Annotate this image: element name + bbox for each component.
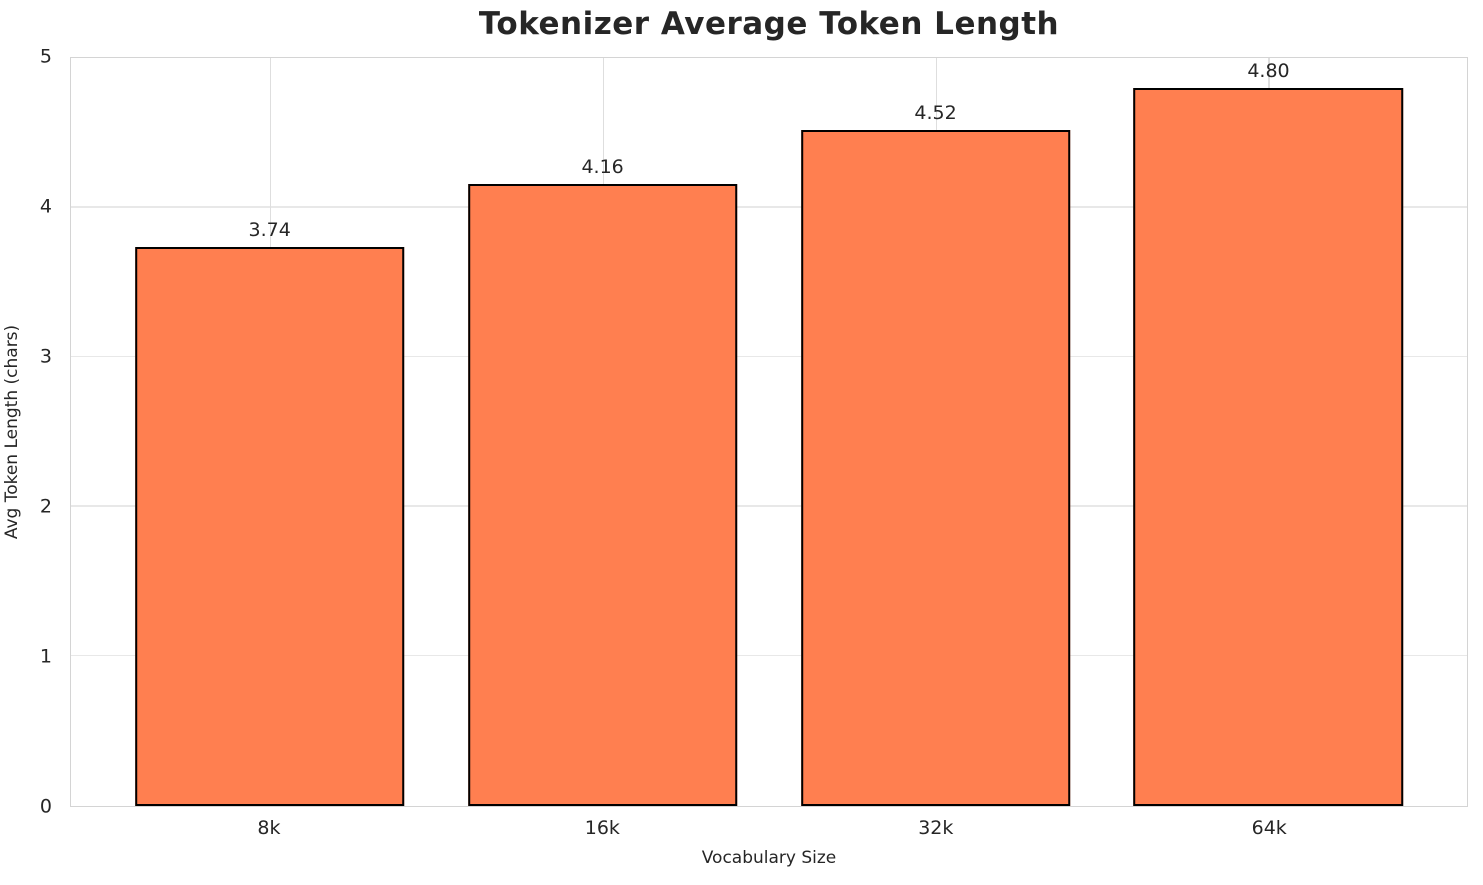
horizontal-gridline	[71, 206, 1467, 208]
bar-value-label: 4.16	[581, 155, 624, 178]
horizontal-gridline	[71, 505, 1467, 507]
y-tick-label: 4	[39, 195, 52, 218]
y-tick-label: 3	[39, 345, 52, 368]
y-tick-label: 1	[39, 645, 52, 668]
x-tick-label: 32k	[918, 817, 954, 839]
x-tick-label: 8k	[257, 817, 281, 839]
y-tick-label: 5	[39, 45, 52, 68]
y-tick-label: 0	[39, 795, 52, 818]
x-axis-ticks: 8k 16k 32k 64k	[70, 817, 1468, 845]
bar-value-label: 4.80	[1247, 59, 1290, 82]
y-tick-label: 2	[39, 495, 52, 518]
bar-value-label: 4.52	[914, 101, 957, 124]
plot-area: 3.74 4.16 4.52 4.80	[70, 57, 1468, 807]
x-tick-label: 16k	[584, 817, 620, 839]
y-axis-ticks: 0 1 2 3 4 5	[0, 47, 62, 816]
chart-title: Tokenizer Average Token Length	[478, 6, 1060, 42]
bar-16k	[467, 183, 738, 806]
bar-32k	[800, 129, 1071, 806]
bar-64k	[1133, 87, 1404, 806]
bar-8k	[134, 246, 405, 806]
horizontal-gridline	[71, 355, 1467, 358]
y-axis-label: Avg Token Length (chars)	[2, 324, 22, 540]
bar-value-label: 3.74	[248, 218, 291, 241]
horizontal-gridline	[71, 654, 1467, 657]
x-tick-label: 64k	[1251, 817, 1287, 839]
x-axis-label: Vocabulary Size	[701, 848, 837, 868]
